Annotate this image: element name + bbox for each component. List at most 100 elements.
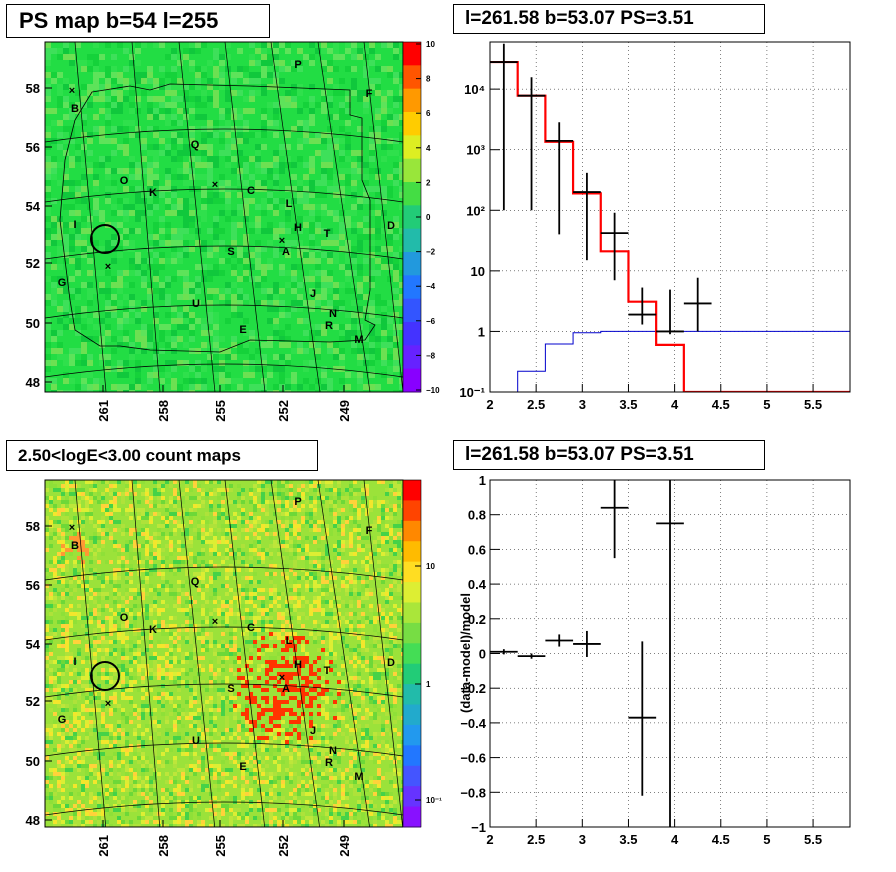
map-cell [125, 608, 129, 612]
map-cell [105, 676, 109, 680]
map-cell [305, 484, 309, 488]
map-cell [255, 246, 261, 252]
map-cell [389, 684, 393, 688]
lon-tick-label: 252 [276, 400, 291, 422]
map-cell [141, 348, 147, 354]
map-cell [75, 384, 81, 390]
map-cell [377, 616, 381, 620]
map-cell [365, 716, 369, 720]
map-cell [321, 668, 325, 672]
map-cell [209, 676, 213, 680]
map-cell [53, 568, 57, 572]
map-cell [117, 72, 123, 78]
map-cell [99, 282, 105, 288]
map-cell [133, 604, 137, 608]
map-cell [285, 156, 291, 162]
map-cell [273, 712, 277, 716]
map-cell [177, 252, 183, 258]
map-cell [313, 588, 317, 592]
map-cell [49, 484, 53, 488]
map-cell [97, 492, 101, 496]
map-cell [53, 672, 57, 676]
map-cell [225, 354, 231, 360]
map-cell [63, 354, 69, 360]
map-cell [237, 210, 243, 216]
map-cell [111, 102, 117, 108]
map-cell [61, 624, 65, 628]
map-cell [389, 504, 393, 508]
map-cell [321, 568, 325, 572]
map-cell [201, 668, 205, 672]
map-cell [285, 42, 291, 48]
map-cell [189, 150, 195, 156]
map-cell [161, 484, 165, 488]
map-cell [99, 324, 105, 330]
map-cell [337, 604, 341, 608]
map-cell [243, 78, 249, 84]
map-cell [303, 348, 309, 354]
map-cell [189, 144, 195, 150]
map-cell [65, 516, 69, 520]
map-cell [345, 180, 351, 186]
map-cell [195, 174, 201, 180]
map-cell [45, 90, 51, 96]
map-cell [225, 258, 231, 264]
map-cell [233, 500, 237, 504]
map-cell [121, 688, 125, 692]
map-cell [159, 102, 165, 108]
map-cell [357, 544, 361, 548]
map-cell [341, 664, 345, 668]
map-cell [117, 282, 123, 288]
map-cell [123, 78, 129, 84]
map-cell [289, 484, 293, 488]
map-cell [381, 580, 385, 584]
colorbar-tick-label: 6 [426, 109, 431, 118]
map-cell [73, 668, 77, 672]
map-cell [201, 656, 205, 660]
map-cell [337, 508, 341, 512]
map-cell [201, 520, 205, 524]
map-cell [177, 294, 183, 300]
map-cell [93, 54, 99, 60]
map-cell [201, 528, 205, 532]
map-cell [345, 168, 351, 174]
map-cell [197, 652, 201, 656]
map-cell [369, 384, 375, 390]
map-cell [113, 580, 117, 584]
map-cell [377, 568, 381, 572]
map-cell [89, 492, 93, 496]
map-cell [89, 588, 93, 592]
map-cell [183, 288, 189, 294]
source-label-C: C [247, 185, 255, 197]
map-cell [121, 712, 125, 716]
map-cell [243, 366, 249, 372]
map-cell [337, 696, 341, 700]
source-marker-x: × [105, 261, 111, 273]
map-cell [329, 520, 333, 524]
map-cell [369, 620, 373, 624]
map-cell [229, 684, 233, 688]
map-cell [393, 276, 399, 282]
map-cell [193, 692, 197, 696]
map-cell [345, 144, 351, 150]
map-cell [317, 496, 321, 500]
map-cell [153, 312, 159, 318]
map-cell [289, 496, 293, 500]
map-cell [277, 496, 281, 500]
map-cell [253, 520, 257, 524]
map-cell [309, 324, 315, 330]
map-cell [327, 234, 333, 240]
map-cell [49, 628, 53, 632]
map-cell [377, 536, 381, 540]
map-cell [243, 234, 249, 240]
map-cell [101, 496, 105, 500]
map-cell [165, 604, 169, 608]
map-cell [333, 186, 339, 192]
map-cell [169, 512, 173, 516]
map-cell [321, 708, 325, 712]
map-cell [193, 560, 197, 564]
map-cell [257, 528, 261, 532]
map-cell [117, 624, 121, 628]
map-cell [219, 72, 225, 78]
map-cell [51, 240, 57, 246]
